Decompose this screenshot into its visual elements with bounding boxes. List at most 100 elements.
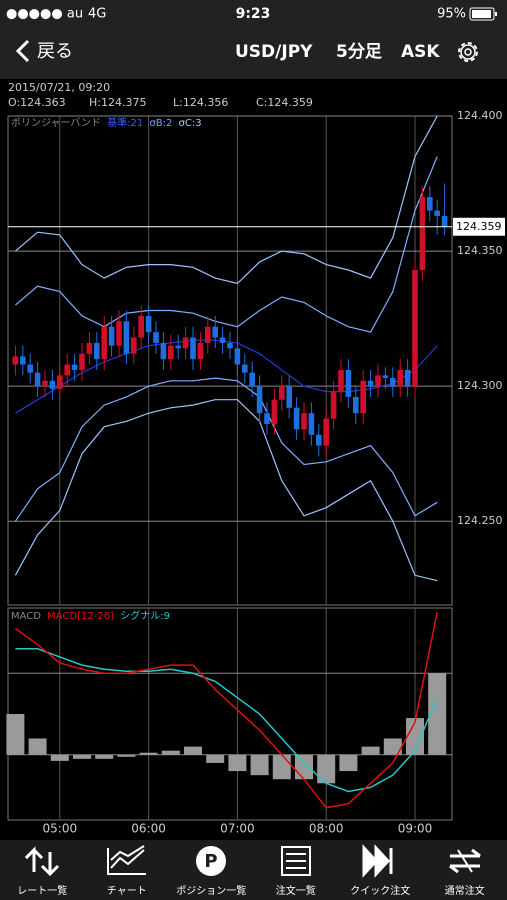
candle-body: [293, 407, 300, 430]
interval[interactable]: 5分足: [336, 42, 382, 62]
low-text: L:124.356: [173, 96, 228, 109]
icon-position[interactable]: P: [196, 846, 226, 876]
x-tick-label: 09:00: [398, 822, 433, 836]
macd-name: MACD: [11, 611, 41, 622]
back-button[interactable]: 戻る: [15, 39, 73, 63]
candle-body: [264, 413, 270, 424]
back-label[interactable]: 戻る: [37, 41, 73, 62]
y-tick-label: 124.400: [457, 109, 503, 122]
bollinger-band: [15, 156, 438, 333]
signal-line: [15, 648, 438, 793]
candle-body: [94, 342, 100, 360]
candle-body: [190, 337, 196, 360]
candle-datetime: 2015/07/21, 09:20: [8, 81, 110, 94]
candle-body: [242, 364, 248, 373]
indicator-param: 基準:21: [107, 116, 143, 129]
candle-body: [123, 321, 130, 354]
macd-histogram-bar: [161, 750, 180, 755]
icon-chart[interactable]: [107, 845, 146, 875]
tab-labels: レート一覧 チャート ポジション一覧 注文一覧 クイック注文 通常注文: [17, 884, 485, 897]
candle-body: [330, 391, 337, 419]
bollinger-band: [15, 339, 438, 414]
candle-body: [101, 326, 107, 360]
candle-body: [153, 332, 159, 343]
candle-body: [271, 399, 278, 424]
candle-body: [390, 378, 396, 387]
icon-rates[interactable]: [24, 846, 60, 877]
indicator-param: σB:2: [149, 118, 172, 129]
macd-histogram-bar: [295, 754, 313, 780]
icon-quick[interactable]: [362, 844, 393, 878]
x-tick-label: 07:00: [220, 822, 255, 836]
candle-body: [219, 337, 226, 343]
candle-body: [316, 434, 322, 446]
macd-histogram-bar: [28, 738, 47, 755]
macd-histogram-bar: [73, 754, 91, 759]
macd-histogram-bar: [317, 754, 336, 784]
macd-histogram-bar: [339, 754, 358, 772]
macd-histogram-bar: [206, 754, 225, 763]
settings-gear[interactable]: [458, 42, 478, 62]
candle-body: [12, 356, 19, 365]
candle-body: [116, 321, 122, 346]
candle-body: [419, 197, 426, 270]
candle-body: [404, 369, 411, 387]
header-bg: [0, 0, 507, 79]
bollinger-band: [14, 377, 438, 522]
candle-body: [367, 380, 374, 387]
candle-body: [397, 369, 403, 387]
candle-body: [175, 345, 181, 349]
macd-histogram-bar: [250, 754, 269, 776]
tab-label[interactable]: ポジション一覧: [176, 884, 246, 897]
indicator-legend: ボリンジャーバンド 基準:21 σB:2 σC:3: [11, 116, 202, 129]
candle-body: [441, 215, 448, 227]
candle-body: [160, 342, 167, 360]
candle-body: [212, 326, 218, 338]
candle-body: [308, 413, 315, 435]
candle-body: [345, 369, 352, 397]
candle-body: [301, 413, 307, 430]
high-text: H:124.375: [89, 96, 146, 109]
icon-normal[interactable]: [449, 848, 481, 874]
macd-histogram-bar: [272, 754, 291, 780]
candle-body: [108, 326, 115, 346]
price-side[interactable]: ASK: [401, 42, 440, 62]
candle-body: [20, 356, 26, 365]
candle-body: [375, 375, 381, 387]
candle-body: [412, 269, 418, 387]
tab-icons: P: [24, 844, 481, 878]
tab-label[interactable]: レート一覧: [17, 884, 67, 897]
candle-body: [27, 364, 33, 373]
candle-body: [234, 348, 241, 365]
candle-body: [279, 386, 285, 400]
candle-body: [79, 353, 85, 370]
macd-histogram-bar: [95, 754, 114, 759]
tab-label[interactable]: クイック注文: [350, 884, 410, 897]
candle-body: [34, 372, 41, 387]
tab-label[interactable]: 注文一覧: [276, 884, 316, 897]
signal-params: シグナル:9: [120, 609, 170, 622]
candle-body: [353, 396, 359, 414]
icon-orders[interactable]: [281, 846, 311, 876]
last-price-label: 124.359: [456, 220, 502, 233]
macd-histogram-bar: [228, 754, 247, 772]
clock: 9:23: [236, 6, 271, 22]
candle-body: [227, 342, 233, 349]
svg-text:P: P: [204, 851, 217, 872]
indicator-param: σC:3: [179, 118, 202, 129]
tab-label[interactable]: チャート: [107, 885, 147, 897]
candle-body: [42, 380, 48, 387]
x-tick-label: 06:00: [131, 822, 166, 836]
battery-level: 95%: [437, 7, 466, 22]
y-tick-label: 124.300: [457, 379, 503, 392]
macd-histogram-bar: [139, 752, 158, 755]
candle-body: [323, 418, 329, 446]
candle-body: [86, 342, 93, 354]
tab-label[interactable]: 通常注文: [445, 884, 485, 897]
macd-histogram-bar: [406, 718, 424, 755]
macd-histogram-bar: [361, 746, 380, 755]
candle-body: [138, 315, 144, 338]
macd-histogram-bar: [383, 738, 402, 755]
